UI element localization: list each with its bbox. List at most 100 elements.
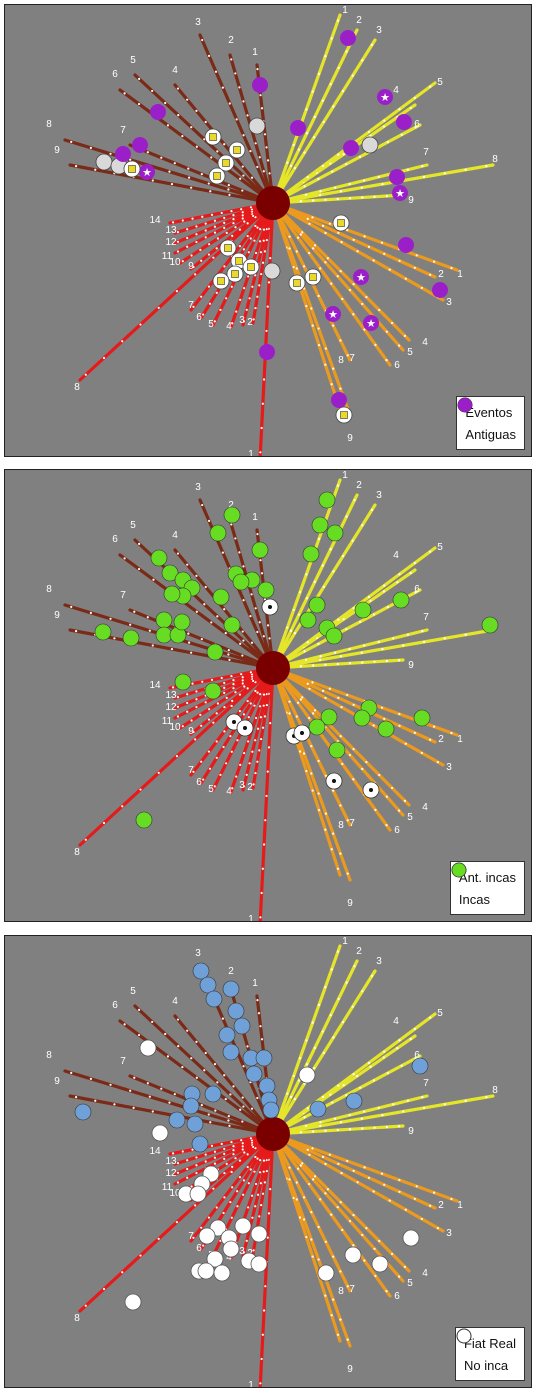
huaca-tick: [254, 251, 258, 255]
huaca-tick: [175, 290, 179, 293]
huaca-tick: [324, 1192, 327, 1195]
huaca-tick: [259, 916, 262, 919]
huaca-tick: [266, 624, 270, 627]
huaca-tick: [296, 1167, 300, 1170]
huaca-tick: [242, 565, 245, 568]
huaca-tick: [84, 838, 87, 841]
huaca-tick: [195, 1171, 198, 1175]
huaca-tick: [321, 99, 324, 102]
huaca-tick: [348, 197, 352, 200]
huaca-tick: [223, 1157, 226, 1160]
huaca-tick: [383, 717, 386, 720]
branch-number-label: 6: [112, 69, 118, 80]
huaca-tick: [313, 1067, 316, 1070]
radial-graph: 1234567891234567891234567891234567891011…: [46, 936, 498, 1387]
huaca-tick: [137, 1033, 141, 1037]
branch-number-label: 5: [407, 812, 413, 823]
star-icon: ★: [380, 92, 390, 104]
huaca-tick: [247, 1206, 250, 1209]
huaca-tick: [186, 693, 189, 696]
huaca-tick: [168, 1101, 171, 1104]
huaca-tick: [346, 228, 349, 232]
huaca-tick: [230, 209, 233, 213]
huaca-tick: [289, 164, 293, 168]
huaca-tick: [243, 287, 246, 290]
huaca-tick: [293, 166, 296, 170]
huaca-tick: [215, 740, 218, 743]
huaca-tick: [186, 236, 189, 240]
huaca-tick: [254, 689, 257, 693]
huaca-tick: [227, 653, 230, 656]
huaca-tick: [377, 175, 380, 179]
huaca-tick: [208, 243, 211, 246]
huaca-tick: [262, 693, 266, 696]
huaca-tick: [263, 133, 267, 136]
antigua-marker: [398, 237, 414, 253]
huaca-tick: [334, 186, 337, 189]
huaca-tick: [181, 1150, 184, 1153]
huaca-tick: [398, 344, 401, 347]
inca-marker: [163, 585, 181, 603]
huaca-tick: [195, 574, 198, 577]
huaca-tick: [429, 273, 432, 276]
huaca-tick: [404, 1208, 407, 1211]
branch-number-label: 5: [437, 77, 443, 88]
huaca-tick: [176, 715, 180, 718]
huaca-tick: [348, 1113, 351, 1117]
huaca-tick: [195, 705, 198, 709]
antigua-marker: [259, 344, 275, 360]
huaca-tick: [225, 297, 228, 300]
huaca-tick: [293, 631, 296, 635]
huaca-tick: [406, 633, 409, 636]
huaca-tick: [292, 608, 295, 612]
huaca-tick: [324, 231, 327, 235]
huaca-tick: [363, 1166, 366, 1169]
huaca-tick: [367, 130, 371, 134]
huaca-tick: [305, 1235, 308, 1239]
huaca-tick: [336, 484, 340, 487]
huaca-tick: [296, 236, 300, 239]
huaca-tick: [296, 701, 300, 704]
branch-number-label: 5: [130, 55, 136, 66]
huaca-tick: [256, 226, 259, 229]
branch-number-label: 3: [239, 780, 245, 791]
star-icon: ★: [366, 318, 376, 330]
huaca-tick: [113, 1103, 116, 1106]
huaca-tick: [229, 1201, 232, 1204]
huaca-tick: [380, 706, 384, 709]
branch-number-label: 5: [437, 542, 443, 553]
branch-number-label: 8: [492, 1085, 498, 1096]
huaca-tick: [250, 1139, 254, 1142]
antigua-marker: [150, 104, 166, 120]
huaca-tick: [151, 1020, 154, 1024]
inca-marker: [318, 491, 336, 509]
huaca-tick: [346, 1338, 349, 1341]
huaca-tick: [190, 1185, 193, 1188]
huaca-tick: [348, 182, 351, 186]
branch-number-label: 4: [393, 85, 399, 96]
huaca-tick: [304, 658, 308, 661]
fiat-real-marker: [222, 980, 240, 998]
huaca-tick: [422, 1106, 426, 1110]
huaca-tick: [242, 785, 245, 788]
huaca-tick: [241, 211, 244, 214]
huaca-tick: [201, 38, 204, 42]
huaca-tick: [385, 795, 388, 798]
huaca-tick: [317, 792, 320, 795]
huaca-tick: [251, 1216, 254, 1219]
huaca-tick: [372, 1190, 375, 1193]
huaca-tick: [321, 224, 325, 227]
huaca-tick: [292, 1196, 295, 1200]
huaca-tick: [317, 177, 320, 181]
huaca-tick: [186, 1167, 189, 1171]
huaca-tick: [234, 537, 237, 540]
huaca-tick: [177, 114, 180, 117]
branch-number-label: 8: [46, 119, 52, 130]
huaca-tick: [429, 550, 432, 553]
huaca-tick: [254, 1205, 257, 1208]
antigua-marker: [115, 146, 131, 162]
no-inca-marker: [371, 1255, 389, 1273]
purple-circle-icon: [458, 398, 473, 412]
huaca-tick: [321, 689, 325, 692]
huaca-tick: [311, 1147, 314, 1150]
